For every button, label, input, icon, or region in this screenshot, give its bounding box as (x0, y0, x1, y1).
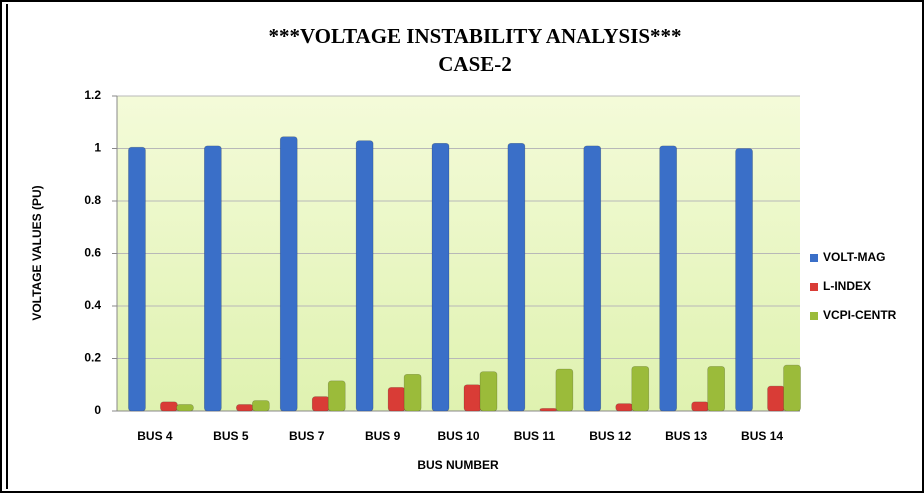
bar (431, 142, 450, 412)
bar (279, 136, 298, 412)
bar (767, 385, 785, 412)
bar (783, 364, 801, 412)
bar (691, 401, 709, 412)
bar (160, 401, 178, 412)
x-tick-label: BUS 10 (437, 429, 479, 443)
bar (128, 146, 146, 412)
x-tick-label: BUS 13 (665, 429, 707, 443)
y-tick-label: 0 (94, 403, 101, 417)
bar (659, 145, 677, 412)
bar (615, 403, 634, 412)
legend-label: VCPI-CENTR (823, 308, 897, 322)
legend-label: VOLT-MAG (823, 250, 885, 264)
y-tick-label: 1.2 (84, 88, 101, 102)
bar (555, 368, 574, 412)
bar (463, 384, 482, 412)
x-tick-label: BUS 4 (137, 429, 173, 443)
bar (479, 371, 498, 412)
chart-subtitle: CASE-2 (438, 52, 512, 76)
legend-swatch (810, 283, 818, 291)
bar (252, 400, 270, 412)
x-tick-label: BUS 9 (365, 429, 401, 443)
x-tick-label: BUS 11 (514, 429, 556, 443)
y-tick-label: 0.2 (84, 351, 101, 365)
chart-title: ***VOLTAGE INSTABILITY ANALYSIS*** (268, 24, 681, 48)
y-tick-label: 0.4 (84, 298, 101, 312)
bar (583, 145, 602, 412)
bar (403, 373, 422, 412)
legend-swatch (810, 312, 818, 320)
x-tick-label: BUS 5 (213, 429, 249, 443)
x-axis-label: BUS NUMBER (417, 458, 499, 472)
legend-swatch (810, 254, 818, 262)
bar (311, 396, 330, 412)
y-axis-label: VOLTAGE VALUES (PU) (30, 185, 44, 320)
bar (327, 380, 346, 412)
y-tick-label: 0.6 (84, 246, 101, 260)
bar (507, 142, 526, 412)
legend-label: L-INDEX (823, 279, 871, 293)
bar (735, 148, 753, 412)
x-tick-label: BUS 14 (741, 429, 783, 443)
x-tick-label: BUS 7 (289, 429, 325, 443)
bar (387, 387, 406, 412)
bar (204, 145, 222, 412)
bar (236, 404, 254, 412)
bar (355, 140, 374, 412)
bar (176, 404, 194, 412)
bar (631, 366, 650, 412)
bar (539, 408, 558, 412)
y-tick-label: 1 (94, 141, 101, 155)
bar (707, 366, 725, 412)
y-tick-label: 0.8 (84, 193, 101, 207)
x-tick-label: BUS 12 (589, 429, 631, 443)
